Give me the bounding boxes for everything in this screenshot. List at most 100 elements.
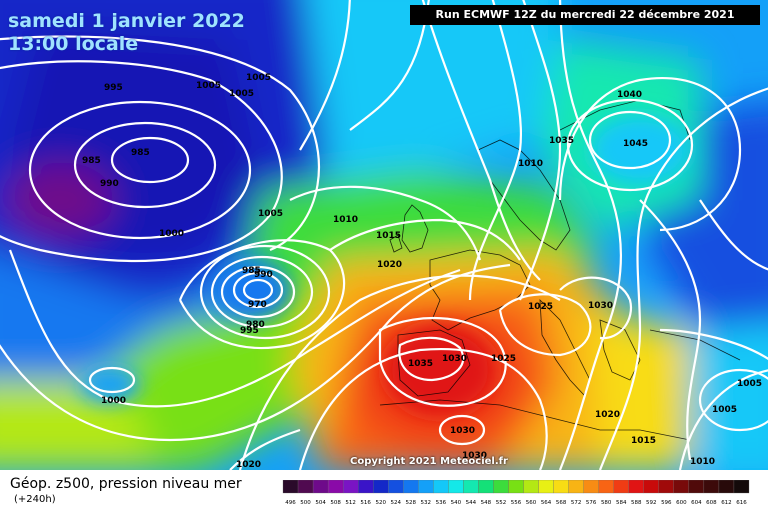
legend-swatch xyxy=(433,480,449,494)
isobar-label: 1005 xyxy=(737,379,762,389)
forecast-date: samedi 1 janvier 2022 xyxy=(8,10,245,32)
legend-swatch xyxy=(553,480,569,494)
isobar-label: 995 xyxy=(240,326,259,336)
legend-swatch xyxy=(673,480,690,494)
legend-swatch xyxy=(388,480,404,494)
legend-swatch xyxy=(538,480,554,494)
isobar-label: 1005 xyxy=(258,209,283,219)
legend-tick-label: 520 xyxy=(375,500,386,506)
isobar-label: 1025 xyxy=(528,302,553,312)
legend-tick-label: 524 xyxy=(390,500,401,506)
isobar-label: 1045 xyxy=(623,139,648,149)
isobar-label: 1030 xyxy=(462,451,487,461)
legend-swatch xyxy=(327,480,344,494)
legend-tick-label: 560 xyxy=(526,500,537,506)
legend-tick-label: 616 xyxy=(736,500,747,506)
isobar-label: 1035 xyxy=(408,359,433,369)
isobar-labels: 995 1005 1005 1005 985 985 990 1000 1005… xyxy=(82,73,762,470)
legend-tick-label: 564 xyxy=(541,500,552,506)
color-legend: 496 500 504 508 512 516 520 524 528 532 536 540 544 5… xyxy=(282,480,750,506)
run-info: Run ECMWF 12Z du mercredi 22 décembre 20… xyxy=(410,5,760,25)
isobar-label: 985 xyxy=(242,266,261,276)
legend-tick-label: 572 xyxy=(571,500,582,506)
legend-tick-label: 512 xyxy=(345,500,356,506)
legend-tick-label: 540 xyxy=(451,500,462,506)
isobar-label: 1020 xyxy=(377,260,402,270)
isobar-label: 1030 xyxy=(442,354,467,364)
isobar-label: 1020 xyxy=(236,460,261,470)
isobar-label: 1000 xyxy=(159,229,184,239)
isobar-label: 1005 xyxy=(229,89,254,99)
legend-swatch xyxy=(312,480,329,494)
isobar-label: 1005 xyxy=(246,73,271,83)
legend-swatch xyxy=(493,480,509,494)
legend-tick-label: 544 xyxy=(466,500,477,506)
legend-tick-label: 516 xyxy=(360,500,371,506)
geopotential-color-field xyxy=(0,0,768,470)
legend-tick-label: 588 xyxy=(631,500,642,506)
legend-tick-label: 496 xyxy=(285,500,296,506)
legend-swatch xyxy=(688,480,705,494)
isobar-label: 1040 xyxy=(617,90,642,100)
isobar-label: 1035 xyxy=(549,136,574,146)
isobar-label: 1030 xyxy=(450,426,475,436)
isobar-label: 1020 xyxy=(595,410,620,420)
copyright: Copyright 2021 Meteociel.fr xyxy=(350,456,508,467)
legend-tick-label: 536 xyxy=(436,500,447,506)
legend-swatch xyxy=(643,480,659,494)
legend-swatch xyxy=(733,480,750,494)
isobar-label: 970 xyxy=(248,300,267,310)
legend-swatch xyxy=(478,480,494,494)
legend-swatch xyxy=(463,480,479,494)
legend-swatch xyxy=(418,480,434,494)
legend-swatch xyxy=(598,480,614,494)
isobar-label: 1010 xyxy=(518,159,543,169)
legend-tick-label: 576 xyxy=(586,500,597,506)
legend-tick-label: 592 xyxy=(646,500,657,506)
legend-tick-label: 612 xyxy=(721,500,732,506)
legend-tick-label: 596 xyxy=(661,500,672,506)
legend-swatch xyxy=(403,480,419,494)
isobar-label: 1030 xyxy=(588,301,613,311)
isobar-label: 985 xyxy=(131,148,150,158)
isobar-label: 995 xyxy=(104,83,123,93)
isobar-label: 1010 xyxy=(333,215,358,225)
legend-tick-label: 552 xyxy=(496,500,507,506)
legend-tick-label: 604 xyxy=(691,500,702,506)
isobar-label: 1010 xyxy=(690,457,715,467)
legend-swatch xyxy=(568,480,584,494)
isobar-label: 1005 xyxy=(196,81,221,91)
legend-tick-label: 532 xyxy=(421,500,432,506)
legend-swatch xyxy=(628,480,644,494)
legend-swatch xyxy=(508,480,524,494)
legend-swatch xyxy=(523,480,539,494)
lead-time: (+240h) xyxy=(14,494,56,505)
legend-swatch xyxy=(703,480,720,494)
legend-swatch xyxy=(583,480,599,494)
legend-swatch xyxy=(448,480,464,494)
parameter-title: Géop. z500, pression niveau mer xyxy=(10,476,242,492)
legend-tick-label: 600 xyxy=(676,500,687,506)
legend-tick-label: 584 xyxy=(616,500,627,506)
legend-swatch xyxy=(358,480,374,494)
legend-tick-label: 608 xyxy=(706,500,717,506)
legend-swatch xyxy=(613,480,629,494)
isobars xyxy=(0,0,768,470)
legend-swatch xyxy=(373,480,389,494)
isobar-label: 985 xyxy=(82,156,101,166)
legend-tick-label: 500 xyxy=(300,500,311,506)
isobar-label: 980 xyxy=(246,320,265,330)
isobar-label: 1015 xyxy=(376,231,401,241)
legend-tick-label: 556 xyxy=(511,500,522,506)
legend-tick-label: 504 xyxy=(315,500,326,506)
isobar-label: 1000 xyxy=(101,396,126,406)
legend-swatch xyxy=(718,480,735,494)
legend-swatch xyxy=(282,480,299,494)
isobar-label: 1025 xyxy=(491,354,516,364)
isobar-label: 1005 xyxy=(712,405,737,415)
legend-swatch xyxy=(342,480,359,494)
isobar-label: 1015 xyxy=(631,436,656,446)
isobar-label: 990 xyxy=(100,179,119,189)
legend-tick-label: 508 xyxy=(330,500,341,506)
